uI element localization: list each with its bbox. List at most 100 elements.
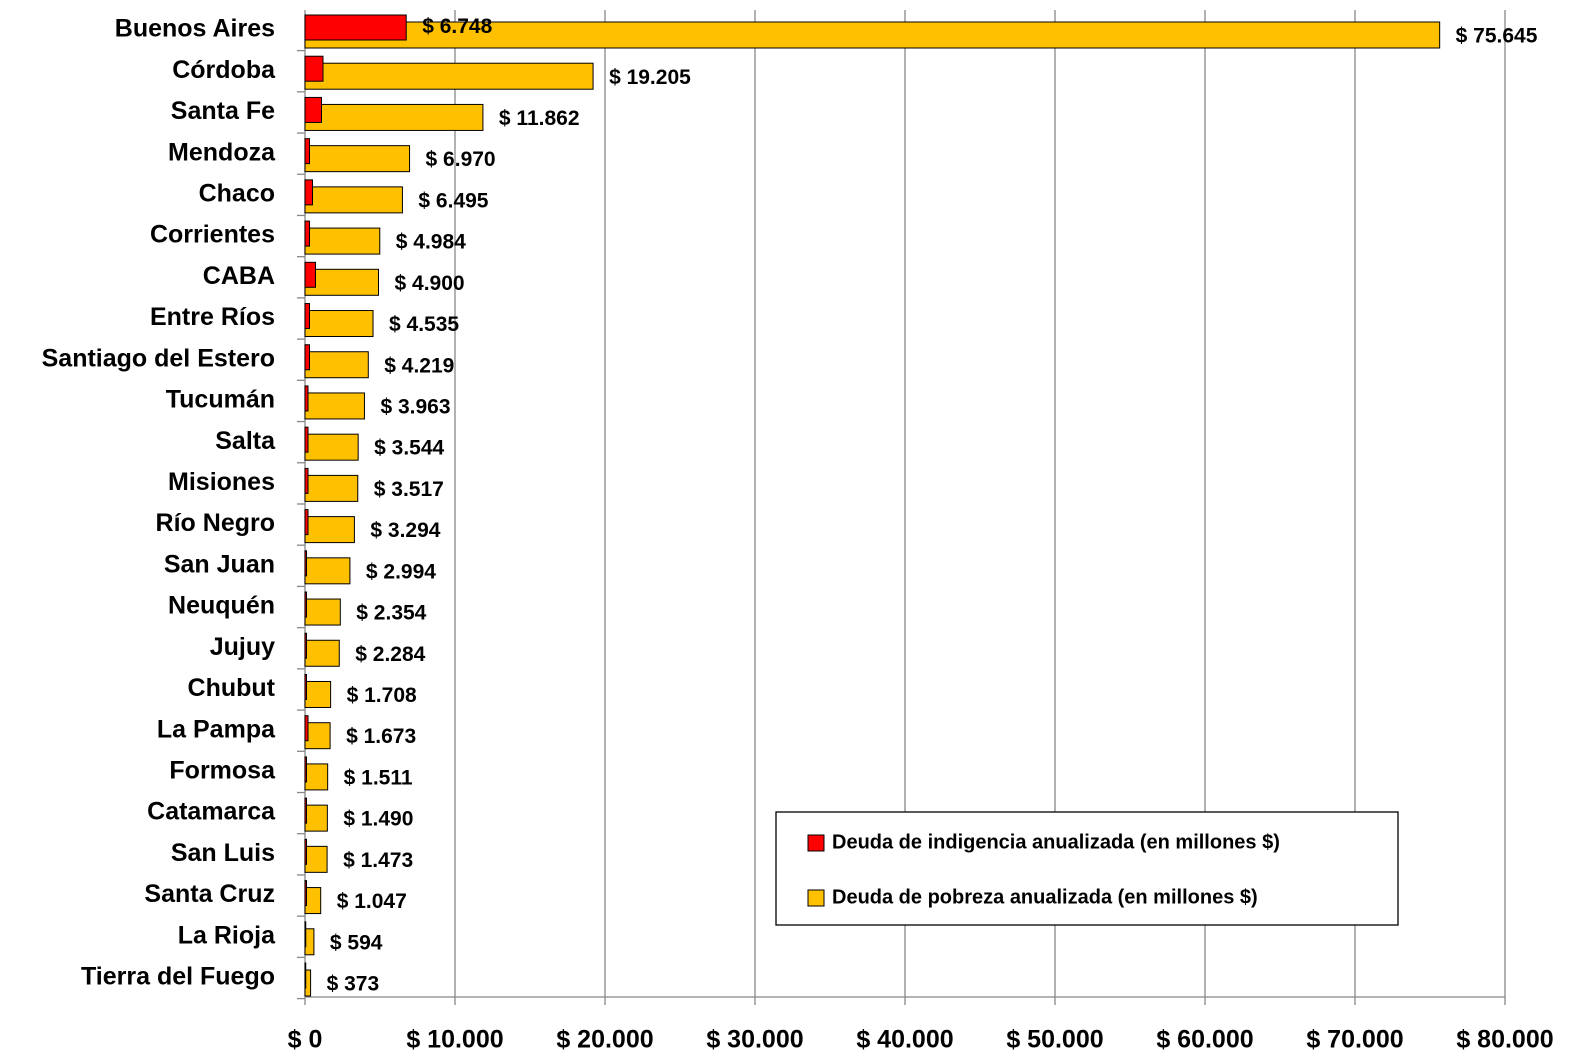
bar	[304, 756, 307, 783]
bar	[304, 186, 403, 214]
data-label: $ 2.354	[356, 602, 426, 625]
bar	[304, 797, 307, 824]
bar	[304, 220, 310, 247]
y-tick-label: Santiago del Estero	[42, 344, 275, 372]
bar	[304, 179, 313, 206]
x-tick-label: $ 40.000	[856, 1026, 953, 1054]
data-label: $ 1.673	[346, 725, 416, 748]
bar	[304, 103, 484, 131]
data-label: $ 3.963	[380, 396, 450, 419]
y-tick-label: Catamarca	[147, 798, 276, 826]
bar	[304, 14, 407, 41]
x-tick-label: $ 30.000	[706, 1026, 803, 1054]
y-tick-label: Neuquén	[168, 592, 275, 620]
y-tick-label: Buenos Aires	[115, 15, 275, 43]
bar	[304, 632, 307, 659]
y-tick-label: Mendoza	[168, 138, 276, 166]
legend-swatch	[807, 834, 825, 852]
bar	[304, 351, 369, 379]
data-label: $ 4.219	[384, 354, 454, 377]
data-label: $ 1.473	[343, 849, 413, 872]
y-tick-label: Misiones	[168, 468, 275, 496]
bar	[304, 21, 1441, 49]
bar	[304, 509, 309, 536]
data-label: $ 6.495	[418, 189, 488, 212]
y-tick-label: Santa Fe	[171, 97, 275, 125]
bar	[304, 598, 341, 626]
legend-swatch	[807, 889, 825, 907]
bar	[304, 138, 310, 165]
bar	[304, 385, 309, 412]
bar	[304, 426, 309, 453]
x-tick-label: $ 10.000	[406, 1026, 503, 1054]
y-tick-label: Salta	[215, 427, 276, 455]
y-tick-label: San Juan	[164, 550, 275, 578]
y-tick-label: La Rioja	[178, 921, 276, 949]
data-label: $ 1.490	[343, 808, 413, 831]
bar	[304, 392, 365, 420]
bar	[304, 673, 307, 700]
y-tick-label: Chubut	[188, 674, 276, 702]
x-tick-label: $ 20.000	[556, 1026, 653, 1054]
legend-label: Deuda de indigencia anualizada (en millo…	[832, 831, 1280, 853]
data-label: $ 594	[330, 931, 383, 954]
data-label: $ 6.748	[422, 15, 492, 38]
bar	[304, 838, 307, 865]
bar	[304, 639, 340, 667]
legend-box	[775, 811, 1399, 926]
bar	[304, 763, 329, 791]
bar	[304, 845, 328, 873]
bar	[304, 557, 351, 585]
bar	[304, 722, 331, 750]
x-tick-label: $ 70.000	[1306, 1026, 1403, 1054]
data-label: $ 3.544	[374, 437, 444, 460]
data-label: $ 2.994	[366, 560, 436, 583]
bar	[304, 227, 381, 255]
x-tick-label: $ 0	[288, 1026, 323, 1054]
bar	[304, 145, 411, 173]
data-label: $ 6.970	[426, 148, 496, 171]
y-tick-label: Santa Cruz	[144, 880, 275, 908]
y-tick-label: Tierra del Fuego	[81, 963, 275, 991]
bar	[304, 880, 307, 907]
y-tick-label: Tucumán	[166, 386, 275, 414]
y-tick-label: Corrientes	[150, 221, 275, 249]
y-tick-label: Jujuy	[210, 633, 275, 661]
data-label: $ 1.708	[347, 684, 417, 707]
bar	[304, 550, 307, 577]
data-label: $ 373	[327, 973, 380, 996]
bar	[304, 261, 316, 288]
bar	[304, 344, 310, 371]
x-tick-label: $ 50.000	[1006, 1026, 1103, 1054]
bar	[304, 804, 328, 832]
x-tick-label: $ 80.000	[1456, 1026, 1553, 1054]
bar	[304, 591, 307, 618]
bar	[304, 55, 324, 82]
y-tick-label: Formosa	[169, 757, 276, 785]
bar	[304, 516, 355, 544]
bar	[304, 928, 315, 956]
y-tick-label: CABA	[203, 262, 275, 290]
legend-label: Deuda de pobreza anualizada (en millones…	[832, 886, 1258, 908]
y-tick-label: Córdoba	[172, 56, 276, 84]
y-tick-label: San Luis	[171, 839, 275, 867]
bar	[304, 310, 374, 338]
y-tick-label: La Pampa	[157, 715, 276, 743]
y-tick-label: Chaco	[199, 179, 275, 207]
bar	[304, 921, 307, 948]
y-tick-label: Entre Ríos	[150, 303, 275, 331]
data-label: $ 11.862	[499, 107, 580, 130]
bar	[304, 962, 307, 989]
bar	[304, 96, 322, 123]
data-label: $ 1.511	[344, 766, 413, 789]
data-label: $ 4.535	[389, 313, 459, 336]
x-tick-label: $ 60.000	[1156, 1026, 1253, 1054]
bar	[304, 303, 310, 330]
bar	[304, 680, 332, 708]
bar	[304, 715, 309, 742]
y-tick-label: Río Negro	[156, 509, 275, 537]
data-label: $ 4.900	[395, 272, 465, 295]
bar	[304, 887, 322, 915]
data-label: $ 75.645	[1456, 25, 1538, 48]
